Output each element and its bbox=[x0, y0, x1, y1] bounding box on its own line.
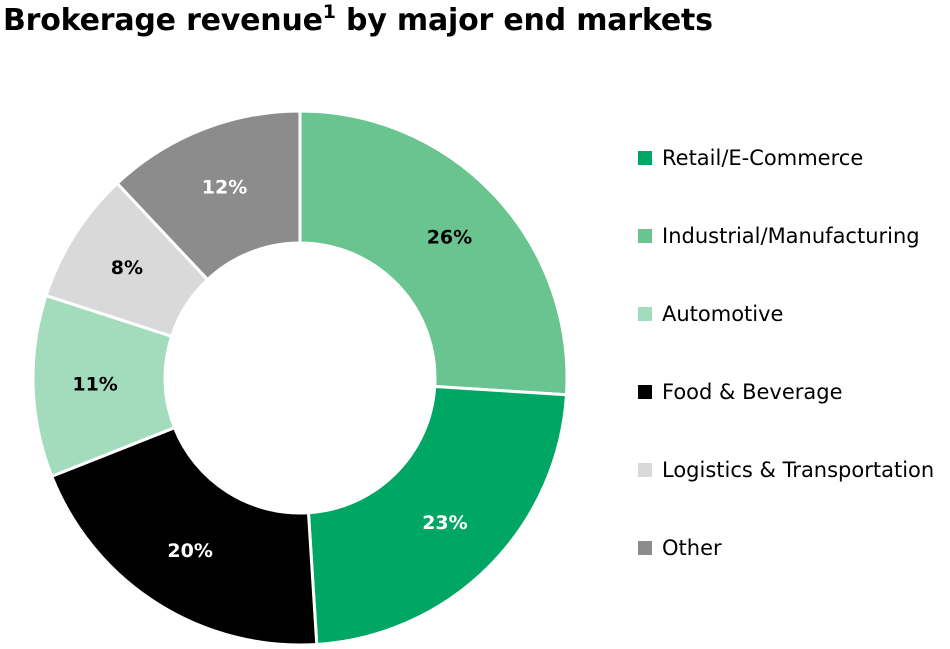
slice-industrial-manufacturing[interactable] bbox=[298, 109, 569, 397]
legend-item-industrial-manufacturing[interactable]: Industrial/Manufacturing bbox=[638, 220, 934, 298]
legend-item-food-beverage[interactable]: Food & Beverage bbox=[638, 376, 934, 454]
slice-label-automotive: 11% bbox=[72, 373, 117, 395]
slice-label-food-beverage: 20% bbox=[167, 540, 212, 562]
legend-swatch bbox=[638, 463, 652, 477]
slice-label-other: 12% bbox=[202, 176, 247, 198]
donut-chart: 26% 23% 20% 11% 8% 12% bbox=[31, 109, 569, 647]
legend-label: Industrial/Manufacturing bbox=[662, 224, 920, 248]
legend-label: Logistics & Transportation bbox=[662, 458, 935, 482]
legend-label: Food & Beverage bbox=[662, 380, 843, 404]
legend-swatch bbox=[638, 151, 652, 165]
chart-legend: Retail/E-Commerce Industrial/Manufacturi… bbox=[638, 142, 934, 610]
legend-swatch bbox=[638, 229, 652, 243]
legend-item-retail-e-commerce[interactable]: Retail/E-Commerce bbox=[638, 142, 934, 220]
legend-item-automotive[interactable]: Automotive bbox=[638, 298, 934, 376]
legend-item-logistics-transportation[interactable]: Logistics & Transportation bbox=[638, 454, 934, 532]
chart-title-suffix: by major end markets bbox=[335, 3, 713, 38]
legend-swatch bbox=[638, 307, 652, 321]
slice-label-retail-e-commerce: 23% bbox=[422, 512, 467, 534]
legend-swatch bbox=[638, 541, 652, 555]
legend-label: Other bbox=[662, 536, 722, 560]
chart-title-text: Brokerage revenue bbox=[3, 3, 323, 38]
legend-swatch bbox=[638, 385, 652, 399]
chart-title: Brokerage revenue1 by major end markets bbox=[3, 1, 713, 38]
legend-label: Retail/E-Commerce bbox=[662, 146, 864, 170]
chart-title-superscript: 1 bbox=[322, 1, 336, 23]
slice-other[interactable] bbox=[115, 109, 302, 282]
slice-label-logistics-transportation: 8% bbox=[111, 257, 143, 279]
legend-item-other[interactable]: Other bbox=[638, 532, 934, 610]
slice-label-industrial-manufacturing: 26% bbox=[427, 227, 472, 249]
slice-retail-e-commerce[interactable] bbox=[306, 384, 569, 647]
slice-food-beverage[interactable] bbox=[49, 425, 319, 647]
legend-label: Automotive bbox=[662, 302, 784, 326]
